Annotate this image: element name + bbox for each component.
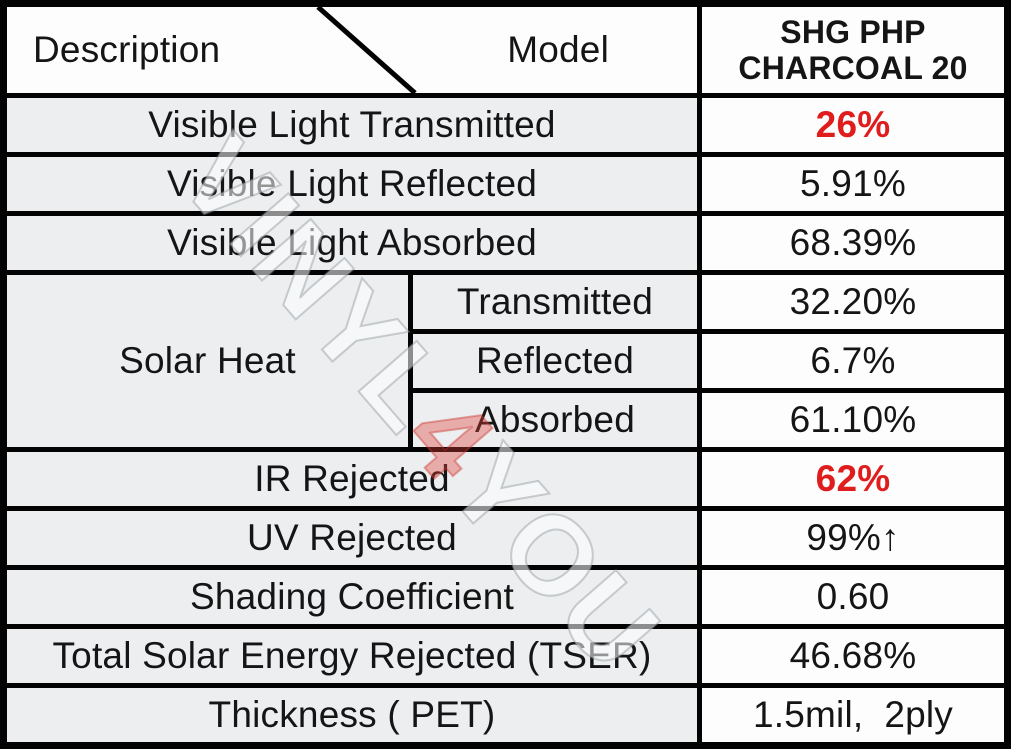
model-value-line2: CHARCOAL 20 <box>738 50 968 86</box>
row-value-tser: 46.68% <box>702 629 1004 683</box>
row-value-visible-light-transmitted: 26% <box>702 98 1004 152</box>
diagonal-split-line <box>316 7 417 93</box>
model-value-line1: SHG PHP <box>780 13 926 50</box>
row-value-uv-rejected: 99%↑ <box>702 511 1004 565</box>
row-sublabel-solar-heat-transmitted: Transmitted <box>413 275 697 329</box>
row-value-visible-light-absorbed: 68.39% <box>702 216 1004 270</box>
row-value-solar-heat-absorbed: 61.10% <box>702 393 1004 447</box>
row-label-visible-light-transmitted: Visible Light Transmitted <box>7 98 697 152</box>
row-value-ir-rejected: 62% <box>702 452 1004 506</box>
header-model-value: SHG PHP CHARCOAL 20 <box>702 7 1004 93</box>
row-label-solar-heat: Solar Heat <box>7 275 408 447</box>
row-label-visible-light-reflected: Visible Light Reflected <box>7 157 697 211</box>
row-label-uv-rejected: UV Rejected <box>7 511 697 565</box>
row-value-thickness: 1.5mil, 2ply <box>702 688 1004 742</box>
row-value-visible-light-reflected: 5.91% <box>702 157 1004 211</box>
row-value-solar-heat-reflected: 6.7% <box>702 334 1004 388</box>
row-sublabel-solar-heat-reflected: Reflected <box>413 334 697 388</box>
row-sublabel-solar-heat-absorbed: Absorbed <box>413 393 697 447</box>
header-model-label: Model <box>507 29 609 70</box>
row-label-ir-rejected: IR Rejected <box>7 452 697 506</box>
row-label-thickness: Thickness ( PET) <box>7 688 697 742</box>
row-value-shading-coefficient: 0.60 <box>702 570 1004 624</box>
row-label-shading-coefficient: Shading Coefficient <box>7 570 697 624</box>
header-description-model-cell: Description Model <box>7 7 697 93</box>
row-label-visible-light-absorbed: Visible Light Absorbed <box>7 216 697 270</box>
row-label-tser: Total Solar Energy Rejected (TSER) <box>7 629 697 683</box>
header-description-label: Description <box>33 29 221 70</box>
row-value-solar-heat-transmitted: 32.20% <box>702 275 1004 329</box>
